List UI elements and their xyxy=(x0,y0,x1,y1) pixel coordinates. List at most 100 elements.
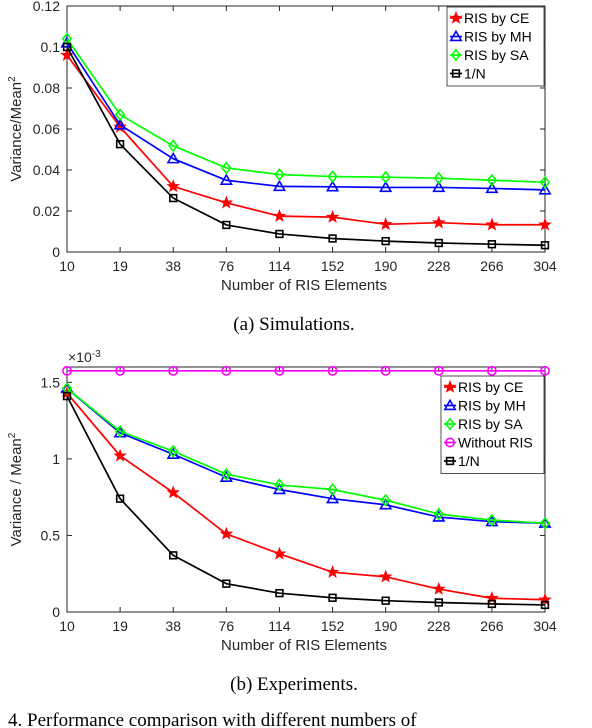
legend-marker xyxy=(449,29,463,42)
data-point xyxy=(325,491,340,504)
data-point xyxy=(380,170,391,184)
series-ris-by-ce xyxy=(60,48,552,231)
data-point xyxy=(540,600,550,610)
data-point xyxy=(325,179,340,192)
legend-marker xyxy=(443,379,457,393)
data-point xyxy=(327,483,338,496)
x-tick-label: 190 xyxy=(374,258,398,274)
legend-label: Without RIS xyxy=(458,435,533,451)
panel-caption: (a) Simulations. xyxy=(233,314,354,335)
data-point xyxy=(168,365,179,376)
data-point xyxy=(221,467,232,481)
legend-marker xyxy=(451,69,461,78)
legend: RIS by CE RIS by MH RIS by SA 1/N xyxy=(446,6,545,87)
data-point xyxy=(62,391,72,401)
data-point xyxy=(272,546,287,560)
y-tick-label: 0.5 xyxy=(41,527,61,543)
data-point xyxy=(166,151,180,164)
data-point xyxy=(272,482,287,495)
x-tick-label: 38 xyxy=(165,618,181,634)
data-point xyxy=(485,181,499,194)
y-axis-label: Variance / Mean2 xyxy=(7,432,25,546)
data-point xyxy=(61,381,73,395)
data-point xyxy=(486,365,497,376)
data-point xyxy=(115,494,125,503)
data-point xyxy=(380,365,391,376)
data-point xyxy=(168,444,179,458)
x-tick-label: 266 xyxy=(480,618,504,634)
data-point xyxy=(169,193,178,203)
data-point xyxy=(275,229,284,239)
data-point xyxy=(325,565,340,578)
x-axis-label: Number of RIS Elements xyxy=(221,637,387,654)
series-ris-by-sa xyxy=(61,381,551,530)
data-point xyxy=(540,365,550,376)
x-tick-label: 228 xyxy=(427,618,451,634)
x-tick-label: 152 xyxy=(321,618,345,634)
series-ris-by-sa xyxy=(61,32,551,189)
data-point xyxy=(166,485,181,499)
y-tick-label: 0.08 xyxy=(33,80,60,96)
data-point xyxy=(486,513,498,527)
x-tick-label: 114 xyxy=(268,258,291,274)
data-point xyxy=(378,569,393,583)
data-point xyxy=(431,581,446,595)
series-1-n xyxy=(62,391,550,610)
series-line xyxy=(66,395,546,606)
data-point xyxy=(539,516,551,530)
data-point xyxy=(328,234,337,243)
figure-caption-line: 4. Performance comparison with different… xyxy=(8,710,417,728)
legend-marker xyxy=(444,417,456,431)
data-point xyxy=(115,365,126,376)
legend-marker xyxy=(445,456,455,466)
data-point xyxy=(62,365,72,376)
y-axis: 0 0.5 1 1.5 xyxy=(41,374,545,620)
data-point xyxy=(328,593,337,602)
x-tick-label: 38 xyxy=(165,258,181,274)
y-axis: 0 0.02 0.04 0.06 0.08 0.1 0.12 xyxy=(33,0,545,260)
data-point xyxy=(378,217,393,231)
data-point xyxy=(275,588,284,598)
data-point xyxy=(272,208,287,222)
data-point xyxy=(327,365,338,376)
legend: RIS by CE RIS by MH RIS by SA Without RIS 1/… xyxy=(440,375,545,474)
legend-label: RIS by SA xyxy=(464,47,529,63)
y-tick-label: 0 xyxy=(52,604,60,620)
y-tick-label: 1.5 xyxy=(41,374,61,390)
x-tick-label: 76 xyxy=(219,258,235,274)
x-tick-label: 76 xyxy=(219,618,235,634)
data-point xyxy=(540,241,550,250)
data-point xyxy=(434,598,443,607)
legend-label: 1/N xyxy=(464,66,486,82)
series-without-ris xyxy=(62,365,550,376)
x-tick-label: 228 xyxy=(427,258,451,274)
data-point xyxy=(114,108,126,122)
x-tick-label: 304 xyxy=(533,258,557,274)
data-point xyxy=(272,179,287,192)
legend-label: RIS by MH xyxy=(464,29,532,45)
x-tick-label: 190 xyxy=(374,618,398,634)
series-line xyxy=(66,54,545,226)
data-point xyxy=(325,210,340,223)
x-tick-label: 152 xyxy=(321,258,345,274)
data-point xyxy=(486,173,498,187)
data-point xyxy=(433,171,444,185)
chart-experiments: 10 19 38 76 114 152 190 228 266 304 0 0.5 1 1.5 ×10-3 N… xyxy=(7,349,557,695)
series-ris-by-mh xyxy=(60,36,552,195)
y-tick-label: 0.06 xyxy=(33,121,60,137)
data-point xyxy=(539,175,551,189)
data-point xyxy=(219,526,234,540)
data-point xyxy=(274,478,285,492)
data-point xyxy=(168,139,179,153)
x-tick-label: 10 xyxy=(59,258,75,274)
x-tick-label: 304 xyxy=(533,618,557,634)
legend-label: RIS by SA xyxy=(458,416,523,432)
x-axis: 10 19 38 76 114 152 190 228 266 304 xyxy=(59,6,557,274)
data-point xyxy=(166,179,181,193)
data-point xyxy=(221,365,232,376)
x-tick-label: 114 xyxy=(268,618,291,634)
legend-box xyxy=(440,375,545,474)
data-point xyxy=(381,596,390,605)
x-axis: 10 19 38 76 114 152 190 228 266 304 xyxy=(59,367,557,634)
data-point xyxy=(379,498,393,510)
